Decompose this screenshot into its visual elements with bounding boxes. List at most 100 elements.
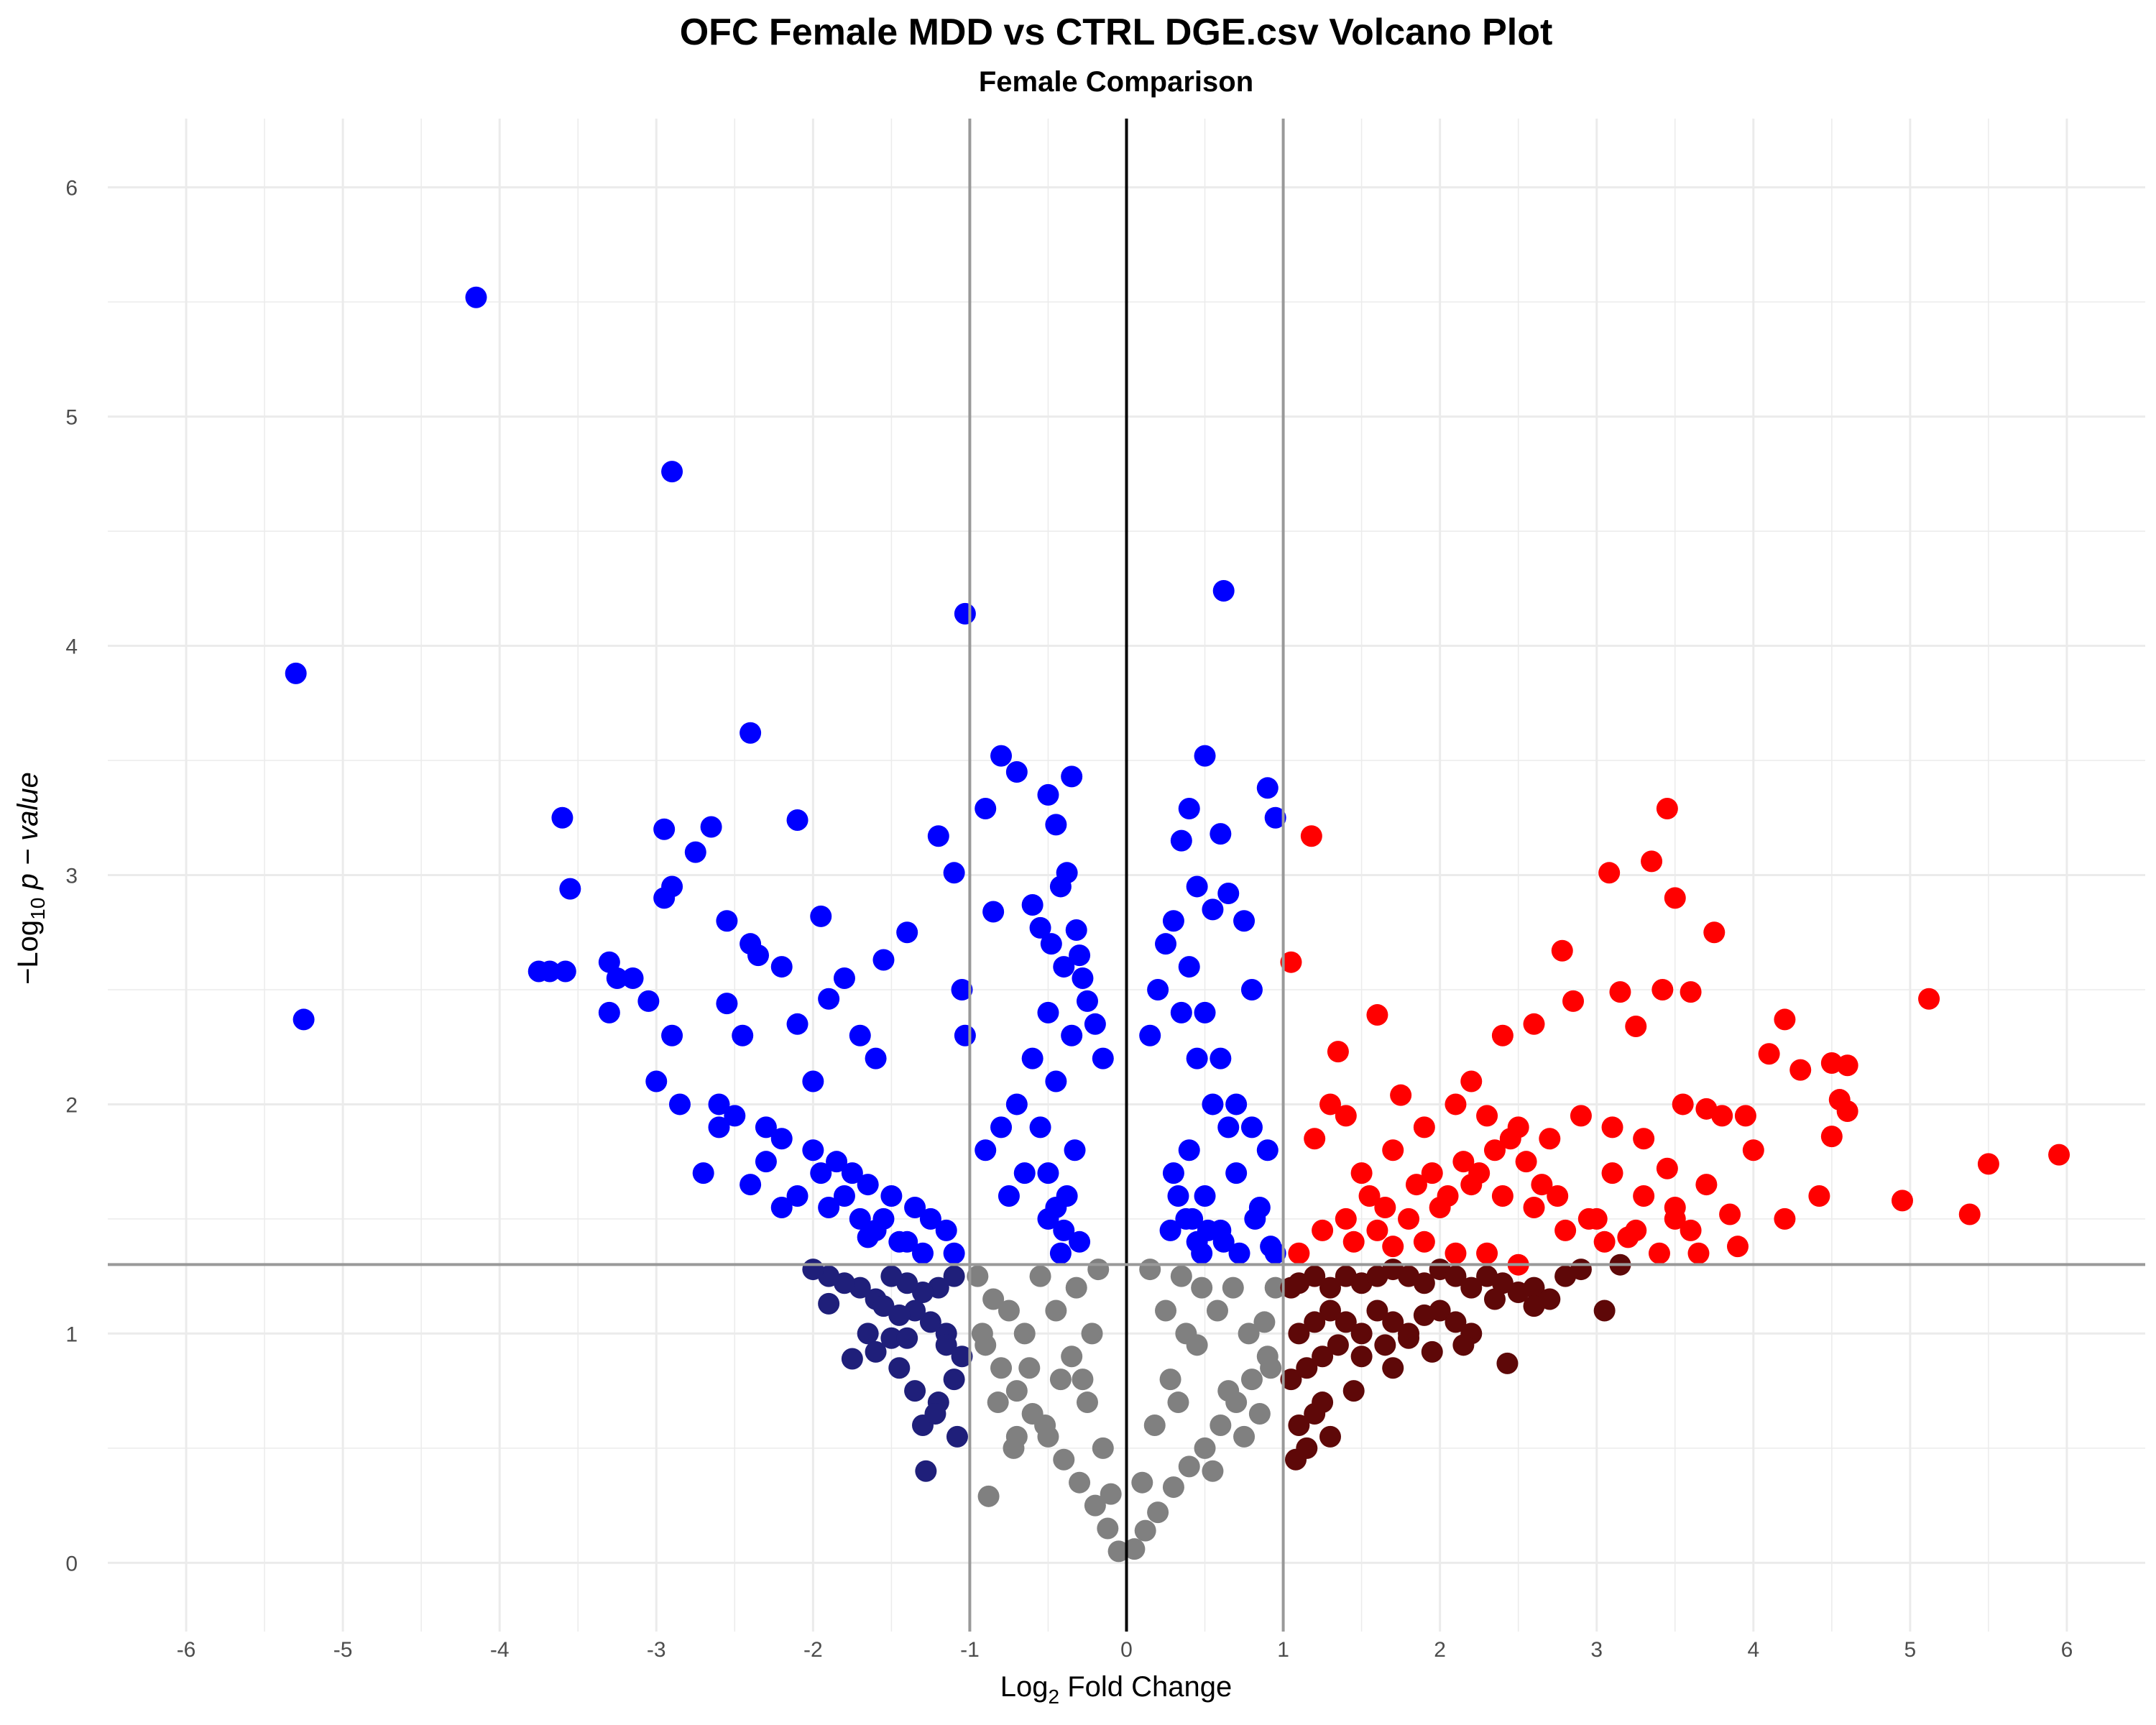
data-point-ns	[1092, 1437, 1114, 1459]
data-point-sig-up	[1523, 1196, 1545, 1218]
x-tick-label: 4	[1747, 1638, 1759, 1662]
data-point-ns-up	[1304, 1265, 1326, 1287]
data-point-sig-up	[1641, 850, 1663, 873]
data-point-sig-any	[1069, 1230, 1091, 1253]
data-point-sig-up	[1452, 1151, 1475, 1173]
data-point-ns	[1186, 1334, 1208, 1356]
data-point-sig-any	[927, 825, 949, 847]
data-point-sig-any	[1029, 1116, 1051, 1138]
data-point-sig-up	[1551, 939, 1573, 962]
data-point-sig-any	[1256, 1139, 1279, 1162]
data-point-sig-up	[1672, 1093, 1694, 1116]
data-point-ns-up	[1429, 1300, 1451, 1322]
data-point-sig-any	[716, 993, 738, 1015]
data-point-sig-any	[1092, 1047, 1114, 1070]
x-tick-label: -3	[647, 1638, 666, 1662]
data-point-ns	[1123, 1538, 1146, 1560]
data-point-sig-any	[1244, 1208, 1266, 1230]
data-point-ns-up	[1382, 1357, 1404, 1379]
data-point-ns-down	[880, 1327, 903, 1349]
x-tick-label: -5	[333, 1638, 353, 1662]
data-point-sig-up	[1711, 1105, 1733, 1127]
data-point-sig-any	[637, 990, 660, 1012]
y-tick-label: 3	[65, 865, 78, 888]
data-point-sig-up	[1633, 1128, 1655, 1150]
chart-title: OFC Female MDD vs CTRL DGE.csv Volcano P…	[680, 12, 1553, 53]
data-point-sig-any	[826, 1151, 848, 1173]
data-point-ns	[1139, 1259, 1161, 1281]
data-point-sig-up	[1327, 1041, 1349, 1063]
data-point-ns	[1217, 1380, 1240, 1402]
x-tick-label: -1	[960, 1638, 980, 1662]
data-point-sig-any	[1240, 1116, 1263, 1138]
data-point-sig-any	[1260, 1236, 1282, 1258]
data-point-sig-any	[1210, 1047, 1232, 1070]
data-point-sig-up	[1445, 1242, 1467, 1264]
data-point-sig-any	[1037, 1001, 1059, 1024]
data-point-ns	[1134, 1519, 1156, 1542]
data-point-sig-up	[1958, 1203, 1981, 1225]
data-point-ns	[1222, 1276, 1244, 1299]
data-point-sig-up	[1460, 1070, 1483, 1092]
data-point-sig-any	[872, 949, 895, 971]
data-point-sig-any	[1045, 1070, 1067, 1092]
data-point-sig-up	[1808, 1185, 1830, 1208]
data-point-sig-any	[919, 1208, 941, 1230]
data-point-sig-up	[1312, 1219, 1334, 1241]
data-point-ns-down	[951, 1346, 973, 1368]
data-point-sig-any	[622, 967, 644, 990]
data-point-sig-up	[1531, 1174, 1553, 1196]
data-point-ns	[1147, 1501, 1169, 1524]
data-point-sig-any	[1037, 1162, 1059, 1184]
data-point-sig-any	[1170, 829, 1192, 852]
data-point-sig-any	[1178, 956, 1200, 978]
data-point-sig-up	[1789, 1059, 1812, 1081]
data-point-sig-up	[1335, 1208, 1357, 1230]
data-point-ns	[1087, 1259, 1110, 1281]
data-point-sig-any	[668, 1093, 691, 1116]
data-point-sig-up	[1491, 1185, 1514, 1208]
data-point-ns	[1206, 1300, 1228, 1322]
data-point-sig-any	[1069, 944, 1091, 967]
data-point-ns-down	[924, 1403, 946, 1425]
data-point-sig-any	[770, 956, 793, 978]
data-point-sig-any	[538, 960, 561, 983]
data-point-ns-up	[1570, 1259, 1592, 1281]
data-point-ns	[1155, 1300, 1177, 1322]
data-point-ns-up	[1491, 1272, 1514, 1294]
data-point-ns	[1076, 1392, 1098, 1414]
chart-subtitle: Female Comparison	[979, 66, 1253, 98]
data-point-sig-any	[1202, 1093, 1224, 1116]
data-point-ns-up	[1593, 1300, 1616, 1322]
data-point-sig-any	[943, 862, 965, 884]
x-tick-label: 0	[1120, 1638, 1133, 1662]
data-point-sig-up	[1664, 887, 1686, 909]
data-point-ns	[1065, 1276, 1087, 1299]
data-point-sig-any	[1029, 916, 1051, 939]
data-point-ns-up	[1319, 1276, 1341, 1299]
data-point-sig-any	[786, 1185, 808, 1208]
data-point-ns-down	[818, 1292, 840, 1315]
data-point-ns-down	[943, 1265, 965, 1287]
data-point-sig-up	[1515, 1151, 1537, 1173]
data-point-ns-up	[1398, 1327, 1420, 1349]
data-point-ns-down	[943, 1368, 965, 1391]
data-point-ns	[1170, 1265, 1192, 1287]
data-point-sig-any	[1005, 1093, 1028, 1116]
data-point-sig-any	[1065, 919, 1087, 942]
data-point-sig-up	[1476, 1242, 1498, 1264]
data-point-ns-up	[1304, 1311, 1326, 1333]
data-point-sig-any	[1233, 910, 1256, 932]
data-point-sig-any	[802, 1070, 824, 1092]
data-point-sig-up	[1523, 1013, 1545, 1035]
data-point-sig-any	[786, 1013, 808, 1035]
data-point-sig-any	[692, 1162, 714, 1184]
data-point-sig-any	[1049, 1242, 1072, 1264]
x-tick-label: -2	[803, 1638, 823, 1662]
data-point-sig-up	[1656, 798, 1678, 820]
data-point-sig-any	[285, 662, 307, 684]
data-point-sig-up	[1491, 1024, 1514, 1046]
data-point-ns	[1069, 1471, 1091, 1494]
data-point-sig-any	[1186, 875, 1208, 898]
